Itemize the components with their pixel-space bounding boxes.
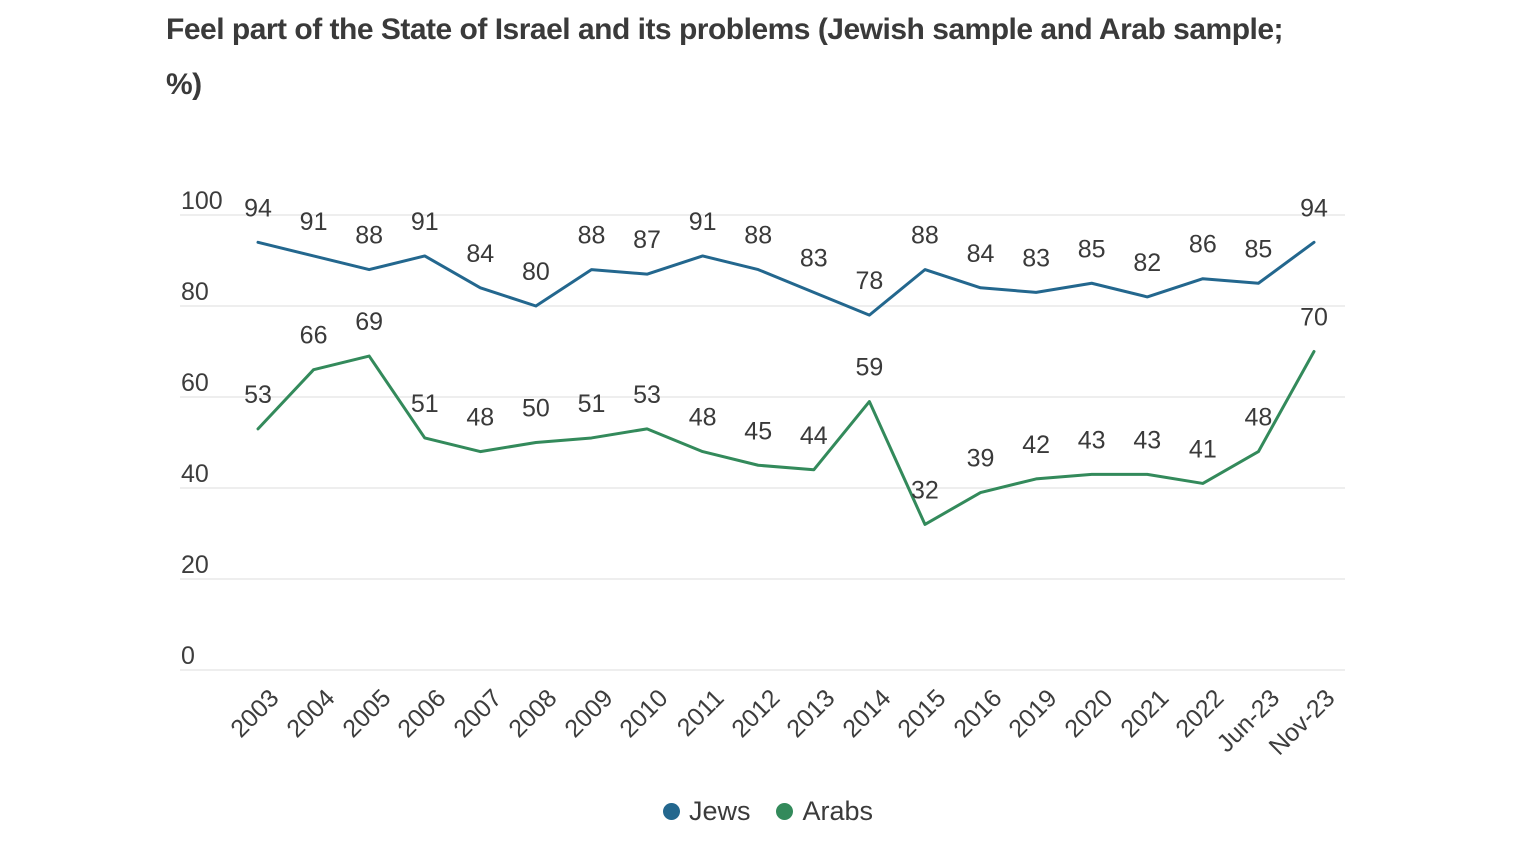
x-axis-label: 2012 [725, 684, 786, 744]
data-label-jews: 84 [967, 240, 995, 268]
x-axis-label: 2009 [559, 684, 619, 744]
data-label-arabs: 32 [911, 476, 939, 504]
data-label-jews: 88 [578, 222, 606, 250]
data-label-arabs: 59 [855, 354, 883, 382]
data-label-jews: 91 [689, 208, 717, 236]
data-label-jews: 83 [800, 244, 828, 272]
data-label-arabs: 44 [800, 422, 828, 450]
chart-title-line1: Feel part of the State of Israel and its… [166, 13, 1284, 46]
legend: Jews Arabs [0, 796, 1536, 827]
data-label-arabs: 48 [689, 404, 717, 432]
data-label-arabs: 48 [466, 404, 494, 432]
data-label-jews: 88 [355, 222, 383, 250]
line-arabs [256, 350, 1316, 526]
x-axis-label: 2010 [614, 684, 674, 744]
data-label-jews: 87 [633, 226, 661, 254]
data-label-arabs: 41 [1189, 435, 1217, 463]
data-label-arabs: 43 [1133, 426, 1161, 454]
data-label-jews: 88 [744, 222, 772, 250]
y-axis-tick-label: 40 [181, 460, 209, 488]
data-label-arabs: 48 [1245, 404, 1273, 432]
x-axis-label: 2006 [392, 684, 452, 744]
legend-item-arabs[interactable]: Arabs [776, 796, 873, 827]
data-label-jews: 82 [1133, 249, 1161, 277]
x-axis-label: 2008 [503, 684, 563, 744]
y-axis-tick-label: 20 [181, 551, 209, 579]
x-axis-label: 2004 [281, 684, 341, 744]
x-axis-label: 2003 [225, 684, 285, 744]
data-label-jews: 84 [466, 240, 494, 268]
arabs-series-dot-icon [776, 803, 794, 820]
x-axis-label: 2019 [1003, 684, 1063, 744]
data-label-arabs: 53 [633, 381, 661, 409]
data-label-jews: 85 [1245, 235, 1273, 263]
data-label-arabs: 45 [744, 417, 772, 445]
y-axis-tick-label: 100 [181, 187, 223, 215]
data-label-arabs: 42 [1022, 431, 1050, 459]
chart-title-line2: %) [166, 68, 202, 101]
legend-item-jews[interactable]: Jews [662, 796, 751, 827]
data-label-jews: 94 [1300, 194, 1328, 222]
chart-title: Feel part of the State of Israel and its… [166, 2, 1284, 112]
data-label-jews: 91 [300, 208, 328, 236]
data-label-arabs: 51 [578, 390, 606, 418]
data-label-arabs: 39 [967, 445, 995, 473]
data-label-arabs: 66 [300, 322, 328, 350]
data-label-arabs: 53 [244, 381, 272, 409]
data-label-arabs: 51 [411, 390, 439, 418]
x-axis-label: 2015 [892, 684, 952, 744]
data-label-arabs: 69 [355, 308, 383, 336]
x-axis-label: 2020 [1059, 684, 1119, 744]
data-label-jews: 88 [911, 222, 939, 250]
data-label-jews: 94 [244, 194, 272, 222]
x-axis-label: 2007 [447, 684, 508, 744]
x-axis-label: 2021 [1114, 684, 1175, 744]
x-axis-label: 2016 [948, 684, 1008, 744]
line-jews [256, 240, 1316, 317]
x-axis-label: 2011 [671, 684, 730, 742]
data-label-jews: 78 [855, 267, 883, 295]
jews-series-dot-icon [662, 803, 680, 820]
y-axis-tick-label: 0 [181, 642, 195, 670]
data-label-jews: 91 [411, 208, 439, 236]
data-label-arabs: 50 [522, 395, 550, 423]
x-axis-label: 2014 [837, 684, 897, 744]
y-axis-tick-label: 60 [181, 369, 209, 397]
data-label-jews: 83 [1022, 244, 1050, 272]
data-label-jews: 80 [522, 258, 550, 286]
data-label-arabs: 43 [1078, 426, 1106, 454]
data-label-arabs: 70 [1300, 304, 1328, 332]
x-axis-label: 2005 [336, 684, 396, 744]
data-label-jews: 85 [1078, 235, 1106, 263]
data-label-jews: 86 [1189, 231, 1217, 259]
y-axis-tick-label: 80 [181, 278, 209, 306]
legend-label-jews: Jews [688, 796, 751, 826]
x-axis-label: 2013 [781, 684, 841, 744]
legend-label-arabs: Arabs [802, 796, 874, 826]
